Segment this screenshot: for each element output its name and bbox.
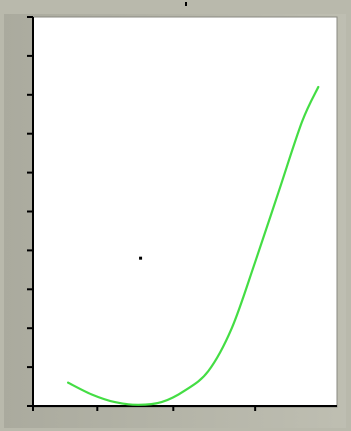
annotation-dot-0: [139, 256, 143, 260]
series-layer: [66, 85, 320, 406]
y-ticks-group: [27, 16, 33, 407]
series-line-0: [66, 85, 320, 406]
annotation-layer: [139, 256, 143, 260]
plot-area: [32, 16, 338, 408]
x-ticks-group: [32, 406, 257, 411]
